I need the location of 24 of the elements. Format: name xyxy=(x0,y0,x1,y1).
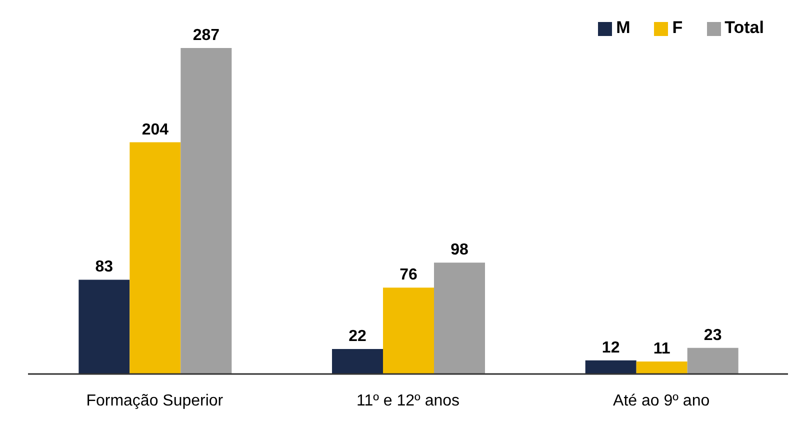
data-label: 98 xyxy=(450,242,468,259)
bar xyxy=(636,362,688,374)
bar xyxy=(332,349,383,374)
data-label: 204 xyxy=(142,121,169,138)
data-label: 76 xyxy=(400,266,418,284)
legend-label: M xyxy=(616,18,630,37)
x-tick-label: Formação Superior xyxy=(86,392,224,410)
data-label: 11 xyxy=(653,340,670,358)
bar xyxy=(585,360,636,374)
bar xyxy=(130,142,181,374)
bar xyxy=(434,262,485,374)
bar xyxy=(78,280,130,374)
legend-label: Total xyxy=(724,18,764,37)
bar xyxy=(180,48,232,374)
x-tick-label: 11º e 12º anos xyxy=(356,392,460,410)
data-label: 287 xyxy=(192,27,220,44)
bar xyxy=(383,288,434,374)
data-label: 22 xyxy=(348,328,366,346)
bar xyxy=(687,348,738,374)
data-label: 12 xyxy=(602,339,620,356)
data-label: 83 xyxy=(95,258,114,276)
legend-label: F xyxy=(672,18,683,37)
x-tick-label: Até ao 9º ano xyxy=(613,392,710,410)
data-label: 23 xyxy=(704,326,722,344)
